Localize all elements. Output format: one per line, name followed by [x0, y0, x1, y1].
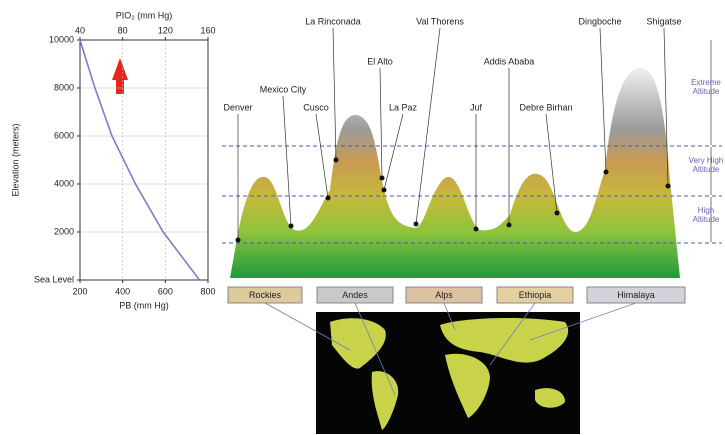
- y-tick-label: 6000: [54, 130, 74, 140]
- site-label: Debre Birhan: [519, 102, 572, 112]
- site-dot: [666, 184, 671, 189]
- y-tick-label: Sea Level: [34, 274, 74, 284]
- site-dot: [326, 196, 331, 201]
- site-label: Denver: [223, 102, 252, 112]
- x2-tick-label: 80: [118, 25, 128, 35]
- site-dot: [414, 222, 419, 227]
- site-dot: [604, 170, 609, 175]
- plot-frame: [80, 40, 208, 280]
- site-dot: [382, 188, 387, 193]
- zone-label: High Altitude: [688, 206, 724, 224]
- x-tick-label: 600: [158, 286, 173, 296]
- site-dot: [474, 227, 479, 232]
- region-label: Rockies: [249, 290, 282, 300]
- site-dot: [334, 158, 339, 163]
- y-tick-label: 2000: [54, 226, 74, 236]
- leader-line: [380, 68, 382, 178]
- zone-label: Extreme Altitude: [688, 78, 724, 96]
- zone-label: Very High Altitude: [688, 156, 724, 174]
- site-label: Val Thorens: [416, 16, 464, 26]
- leader-line: [333, 28, 336, 160]
- leader-line: [316, 114, 328, 198]
- figure: Sea Level 2000 4000 6000 8000 10000 200 400 600 8…: [0, 0, 725, 435]
- x2-axis-label: PIO₂ (mm Hg): [116, 10, 173, 20]
- x-tick-label: 200: [72, 286, 87, 296]
- site-label: Shigatse: [646, 16, 681, 26]
- region-label: Andes: [342, 290, 368, 300]
- mountain-profile: [230, 68, 680, 278]
- site-label: El Alto: [367, 56, 393, 66]
- site-dot: [507, 223, 512, 228]
- site-dot: [555, 211, 560, 216]
- x2-tick-label: 120: [158, 25, 173, 35]
- leader-line: [600, 28, 606, 172]
- site-label: Dingboche: [578, 16, 621, 26]
- y-tick-label: 8000: [54, 82, 74, 92]
- site-label: La Paz: [389, 102, 418, 112]
- site-label: Addis Ababa: [484, 56, 535, 66]
- x2-tick-label: 160: [200, 25, 215, 35]
- red-arrow: [112, 58, 128, 94]
- y-tick-label: 10000: [49, 34, 74, 44]
- region-label: Ethiopia: [519, 290, 552, 300]
- site-label: La Rinconada: [305, 16, 361, 26]
- pressure-curve: [80, 40, 199, 280]
- region-label: Himalaya: [617, 290, 655, 300]
- x-tick-label: 400: [115, 286, 130, 296]
- y-tick-label: 4000: [54, 178, 74, 188]
- region-label: Alps: [435, 290, 453, 300]
- site-dot: [236, 238, 241, 243]
- site-dot: [289, 224, 294, 229]
- leader-line: [283, 96, 291, 226]
- x-tick-label: 800: [200, 286, 215, 296]
- site-dot: [380, 176, 385, 181]
- x2-tick-label: 40: [75, 25, 85, 35]
- x-axis-label: PB (mm Hg): [119, 300, 169, 310]
- y-axis-label: Elevation (meters): [10, 123, 20, 196]
- site-label: Juf: [470, 102, 483, 112]
- site-label: Mexico City: [260, 84, 307, 94]
- page: Sea Level 2000 4000 6000 8000 10000 200 400 600 8…: [0, 0, 725, 435]
- leader-line: [384, 114, 403, 190]
- site-label: Cusco: [303, 102, 329, 112]
